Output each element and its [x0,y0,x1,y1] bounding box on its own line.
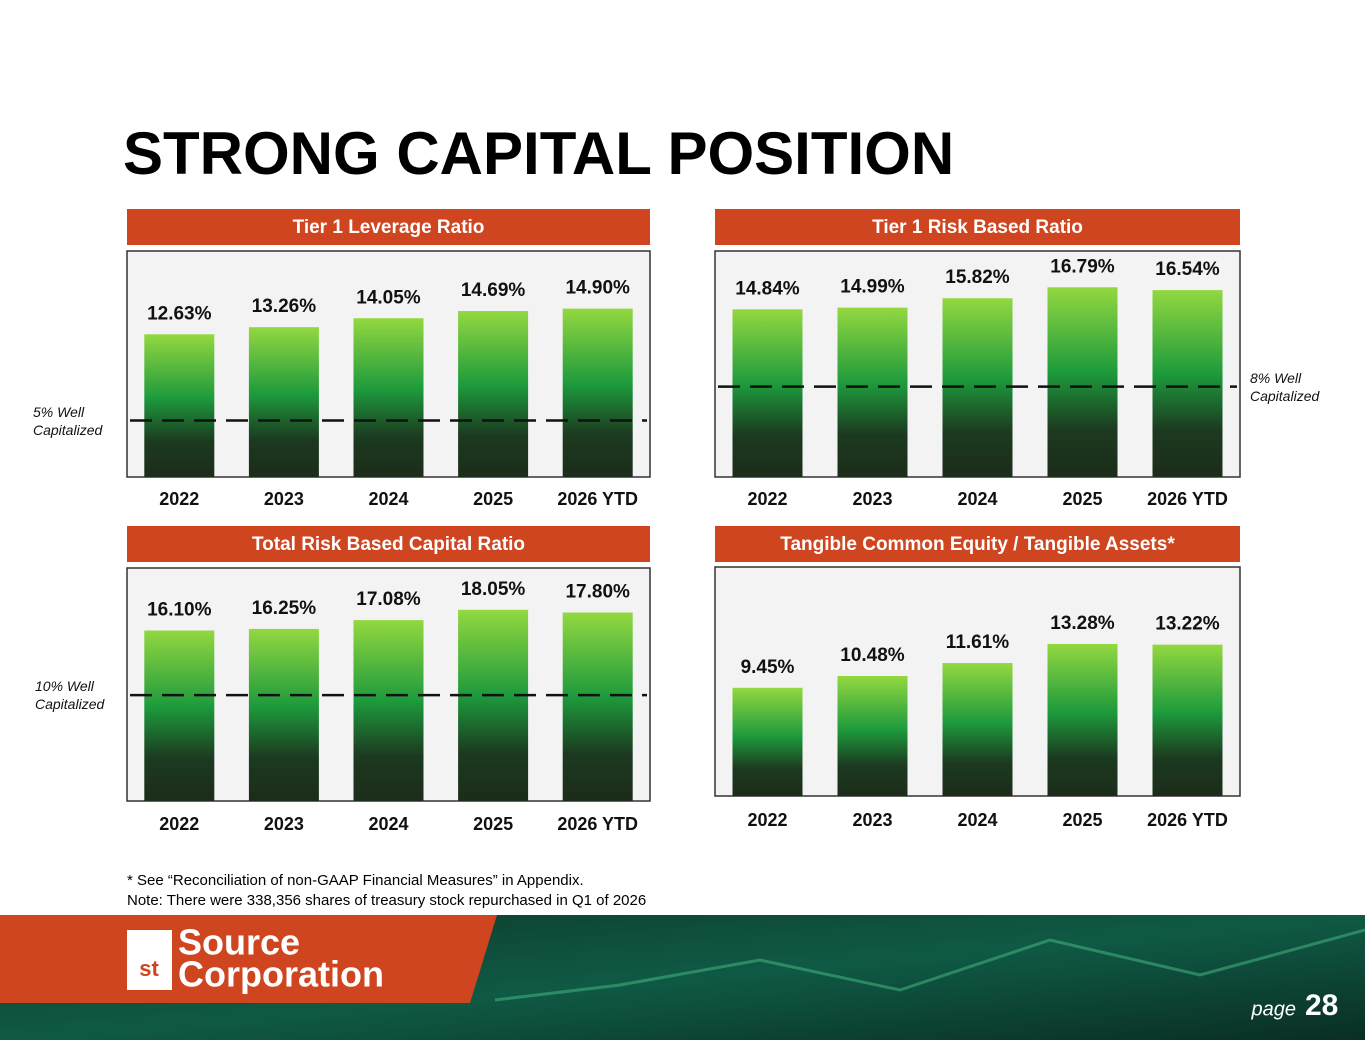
value-label: 13.22% [1155,614,1220,635]
chart-title: Tier 1 Leverage Ratio [293,217,485,238]
value-label: 17.80% [565,581,630,602]
bar [732,687,803,796]
x-tick-label: 2023 [264,814,304,834]
value-label: 17.08% [356,589,421,610]
bar [144,334,215,477]
bar [1152,644,1223,796]
logo-line2: Corporation [178,954,384,995]
value-label: 18.05% [461,579,526,600]
slide-title: STRONG CAPITAL POSITION [123,120,954,187]
logo-line1: Source [178,922,300,963]
x-tick-label: 2025 [473,814,513,834]
value-label: 10.48% [840,645,905,666]
x-tick-label: 2026 YTD [1147,810,1228,830]
footnote: * See “Reconciliation of non-GAAP Financ… [127,872,584,889]
bar [248,327,319,477]
bar [248,628,319,801]
x-tick-label: 2024 [368,489,408,509]
value-label: 13.26% [252,296,317,317]
footnote: Note: There were 338,356 shares of treas… [127,892,646,909]
chart-title: Tangible Common Equity / Tangible Assets… [780,534,1175,555]
x-tick-label: 2025 [1062,489,1102,509]
x-tick-label: 2025 [473,489,513,509]
value-label: 14.84% [735,278,800,299]
x-tick-label: 2022 [159,489,199,509]
value-label: 16.79% [1050,256,1115,277]
value-label: 14.90% [565,278,630,299]
x-tick-label: 2024 [957,489,997,509]
logo-mark-bg [127,930,172,990]
x-tick-label: 2023 [852,489,892,509]
chart-title: Total Risk Based Capital Ratio [252,534,525,555]
chart-header [715,209,1240,245]
logo-mark: st [139,956,159,981]
x-tick-label: 2022 [747,489,787,509]
footer-orange [0,915,497,1003]
chart-title: Tier 1 Risk Based Ratio [872,217,1083,238]
x-tick-label: 2022 [159,814,199,834]
value-label: 16.54% [1155,259,1220,280]
bar [1047,643,1118,796]
value-label: 13.28% [1050,613,1115,634]
bar [837,676,908,796]
chart-header [127,209,650,245]
bar [353,620,424,801]
x-tick-label: 2026 YTD [557,489,638,509]
value-label: 15.82% [945,267,1010,288]
x-tick-label: 2023 [264,489,304,509]
x-tick-label: 2023 [852,810,892,830]
page-number: 28 [1305,989,1338,1022]
bar [458,609,529,801]
x-tick-label: 2025 [1062,810,1102,830]
footer-decor [494,928,1365,1002]
value-label: 12.63% [147,303,212,324]
chart-header [715,526,1240,562]
value-label: 14.69% [461,280,526,301]
x-tick-label: 2026 YTD [557,814,638,834]
bar [732,309,803,477]
value-label: 14.05% [356,287,421,308]
bar [458,311,529,477]
bar [942,663,1013,796]
value-label: 9.45% [741,657,795,678]
bar [144,630,215,801]
page-label: page [1251,998,1297,1020]
value-label: 14.99% [840,277,905,298]
bar [1152,290,1223,477]
x-tick-label: 2026 YTD [1147,489,1228,509]
bar [562,308,633,477]
value-label: 11.61% [946,632,1009,653]
chart-header [127,526,650,562]
x-tick-label: 2024 [368,814,408,834]
reference-label: 5% Well Capitalized [33,403,103,438]
value-label: 16.25% [252,598,317,619]
reference-label: 8% Well Capitalized [1250,369,1320,404]
x-tick-label: 2022 [747,810,787,830]
x-tick-label: 2024 [957,810,997,830]
bar [353,318,424,477]
bar [837,307,908,477]
bar [562,612,633,801]
value-label: 16.10% [147,600,212,621]
reference-label: 10% Well Capitalized [35,678,105,713]
bar [1047,287,1118,477]
